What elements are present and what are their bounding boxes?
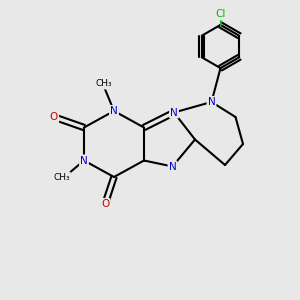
Text: N: N xyxy=(110,106,118,116)
Text: Cl: Cl xyxy=(215,9,226,20)
Text: N: N xyxy=(170,107,178,118)
Text: CH₃: CH₃ xyxy=(53,172,70,182)
Text: O: O xyxy=(50,112,58,122)
Text: N: N xyxy=(208,97,215,107)
Text: CH₃: CH₃ xyxy=(95,80,112,88)
Text: O: O xyxy=(101,199,109,209)
Text: N: N xyxy=(80,155,88,166)
Text: N: N xyxy=(169,161,176,172)
